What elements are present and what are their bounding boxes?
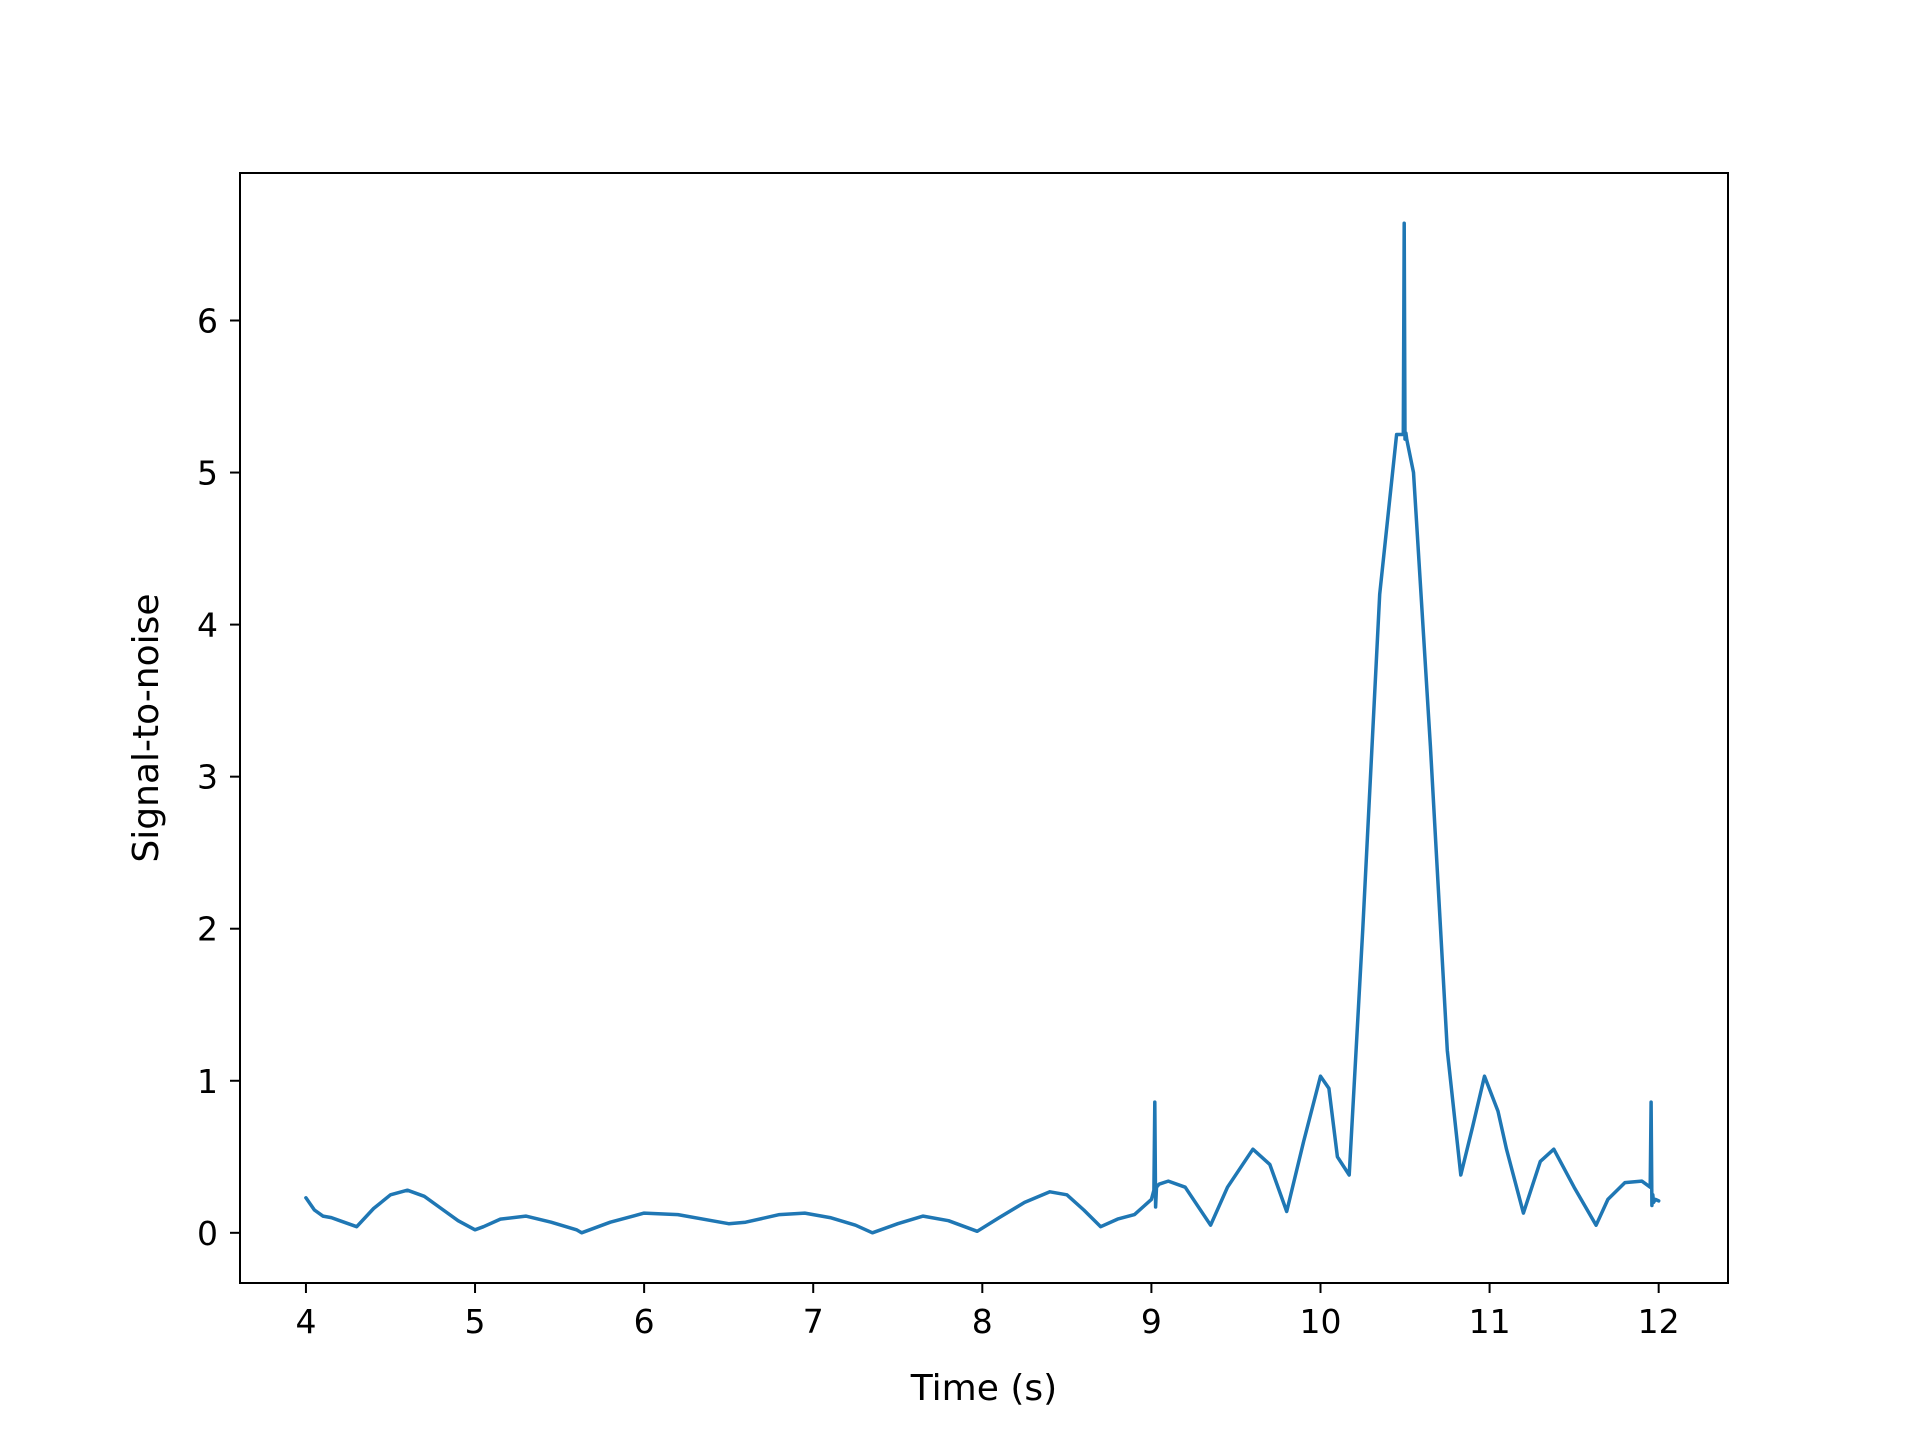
x-tick-label: 11 xyxy=(1469,1302,1511,1341)
x-tick-label: 7 xyxy=(803,1302,824,1341)
y-tick-label: 1 xyxy=(197,1062,218,1101)
y-tick-label: 0 xyxy=(197,1214,218,1253)
axes-frame xyxy=(239,172,1729,1284)
y-tick-label: 2 xyxy=(197,910,218,949)
x-tick-label: 10 xyxy=(1299,1302,1341,1341)
y-tick-label: 3 xyxy=(197,758,218,797)
plot-area xyxy=(304,221,1661,1235)
x-axis-label: Time (s) xyxy=(910,1368,1057,1409)
x-tick-label: 8 xyxy=(972,1302,993,1341)
x-tick-label: 12 xyxy=(1638,1302,1680,1341)
y-axis: 0 1 2 3 4 5 6 xyxy=(197,301,240,1253)
x-tick-label: 5 xyxy=(465,1302,486,1341)
y-axis-label: Signal-to-noise xyxy=(126,593,167,862)
snr-series-line xyxy=(304,221,1661,1235)
x-tick-label: 6 xyxy=(634,1302,655,1341)
y-tick-label: 4 xyxy=(197,606,218,645)
x-axis: 4 5 6 7 8 9 10 11 12 xyxy=(295,1283,1680,1341)
y-tick-label: 5 xyxy=(197,454,218,493)
y-tick-label: 6 xyxy=(197,301,218,340)
x-tick-label: 4 xyxy=(295,1302,316,1341)
x-tick-label: 9 xyxy=(1141,1302,1162,1341)
